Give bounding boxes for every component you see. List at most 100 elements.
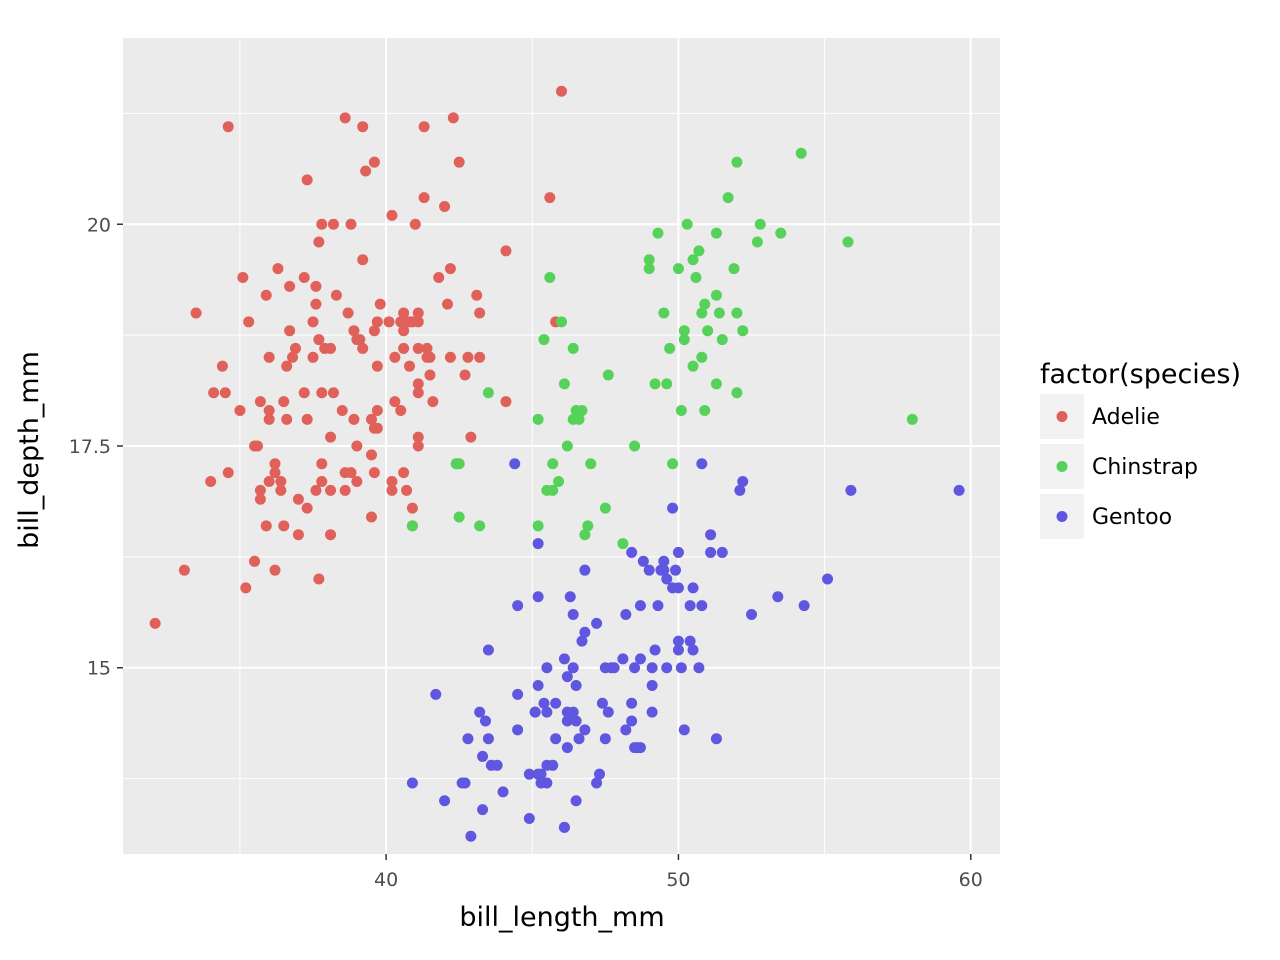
point-gentoo: [953, 484, 965, 496]
point-adelie: [327, 387, 339, 399]
point-adelie: [357, 254, 369, 266]
point-adelie: [389, 351, 401, 363]
point-gentoo: [512, 600, 524, 612]
point-adelie: [398, 342, 410, 354]
point-adelie: [365, 449, 377, 461]
point-gentoo: [693, 662, 705, 674]
legend-label-gentoo: Gentoo: [1092, 505, 1172, 530]
point-adelie: [219, 387, 231, 399]
point-chinstrap: [649, 378, 661, 390]
point-adelie: [310, 298, 322, 310]
point-chinstrap: [728, 263, 740, 275]
point-chinstrap: [687, 254, 699, 266]
point-chinstrap: [754, 218, 766, 230]
point-chinstrap: [406, 520, 418, 532]
point-chinstrap: [731, 307, 743, 319]
point-adelie: [354, 334, 366, 346]
x-axis-title: bill_length_mm: [459, 902, 664, 933]
point-adelie: [418, 121, 430, 133]
point-gentoo: [462, 733, 474, 745]
point-gentoo: [746, 609, 758, 621]
point-chinstrap: [842, 236, 854, 248]
point-chinstrap: [693, 245, 705, 257]
point-gentoo: [620, 609, 632, 621]
point-gentoo: [634, 742, 646, 754]
point-adelie: [365, 413, 377, 425]
point-gentoo: [617, 653, 629, 665]
point-chinstrap: [690, 271, 702, 283]
point-adelie: [292, 529, 304, 541]
point-adelie: [216, 360, 228, 372]
point-adelie: [325, 484, 337, 496]
point-gentoo: [523, 768, 535, 780]
point-chinstrap: [573, 413, 585, 425]
x-tick-label: 50: [666, 869, 690, 891]
point-adelie: [386, 475, 398, 487]
point-chinstrap: [474, 520, 486, 532]
point-chinstrap: [731, 387, 743, 399]
point-adelie: [412, 316, 424, 328]
point-gentoo: [477, 804, 489, 816]
point-adelie: [275, 475, 287, 487]
point-gentoo: [512, 724, 524, 736]
x-tick-label: 40: [374, 869, 398, 891]
point-chinstrap: [678, 334, 690, 346]
point-adelie: [292, 493, 304, 505]
point-gentoo: [430, 688, 442, 700]
point-chinstrap: [576, 405, 588, 417]
point-adelie: [447, 112, 459, 124]
point-gentoo: [561, 715, 573, 727]
point-adelie: [441, 298, 453, 310]
point-adelie: [395, 316, 407, 328]
point-adelie: [269, 458, 281, 470]
point-adelie: [418, 192, 430, 204]
point-adelie: [313, 334, 325, 346]
point-adelie: [371, 422, 383, 434]
point-adelie: [222, 121, 234, 133]
point-chinstrap: [710, 227, 722, 239]
point-adelie: [310, 280, 322, 292]
point-gentoo: [567, 662, 579, 674]
point-adelie: [395, 405, 407, 417]
point-adelie: [412, 440, 424, 452]
point-adelie: [403, 360, 415, 372]
point-gentoo: [737, 475, 749, 487]
point-gentoo: [687, 644, 699, 656]
point-chinstrap: [658, 307, 670, 319]
point-gentoo: [608, 662, 620, 674]
point-chinstrap: [553, 475, 565, 487]
point-gentoo: [696, 600, 708, 612]
point-chinstrap: [602, 369, 614, 381]
point-chinstrap: [547, 458, 559, 470]
point-gentoo: [579, 724, 591, 736]
point-adelie: [474, 351, 486, 363]
point-adelie: [556, 85, 567, 97]
point-gentoo: [620, 724, 632, 736]
point-chinstrap: [599, 502, 611, 514]
point-chinstrap: [687, 360, 699, 372]
point-adelie: [316, 218, 328, 230]
point-gentoo: [643, 564, 655, 576]
point-gentoo: [538, 697, 550, 709]
point-gentoo: [491, 759, 503, 771]
point-chinstrap: [532, 520, 544, 532]
point-gentoo: [594, 768, 606, 780]
point-adelie: [544, 192, 556, 204]
point-adelie: [327, 218, 339, 230]
point-chinstrap: [661, 378, 673, 390]
point-gentoo: [675, 662, 687, 674]
point-adelie: [345, 218, 357, 230]
point-adelie: [500, 396, 512, 408]
point-chinstrap: [547, 484, 559, 496]
point-adelie: [351, 475, 363, 487]
point-adelie: [281, 413, 293, 425]
point-gentoo: [646, 662, 658, 674]
point-adelie: [427, 396, 439, 408]
point-chinstrap: [710, 378, 722, 390]
point-gentoo: [573, 733, 585, 745]
point-gentoo: [547, 759, 559, 771]
point-adelie: [240, 582, 252, 594]
point-adelie: [368, 156, 380, 168]
point-gentoo: [734, 484, 746, 496]
